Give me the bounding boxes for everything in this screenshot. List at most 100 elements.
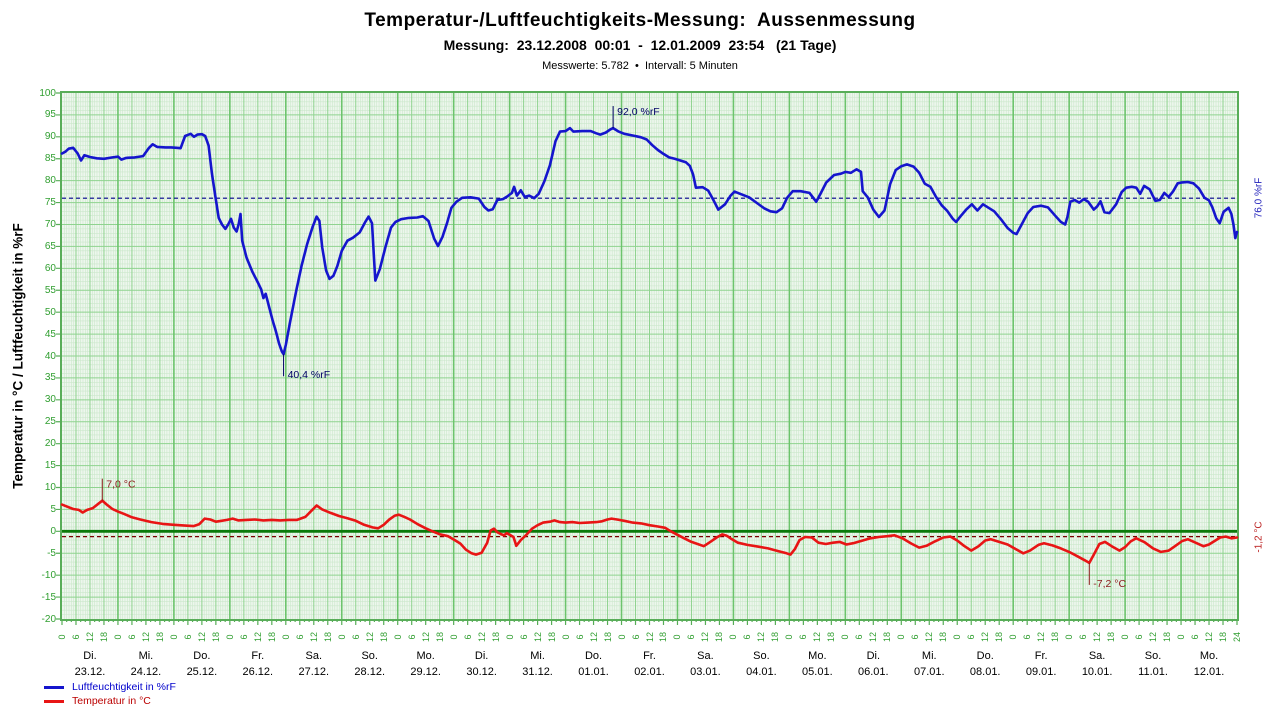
- hour-tick-label: 0: [504, 634, 515, 640]
- legend-row: Temperatur in °C: [44, 694, 176, 708]
- hour-tick-label: 0: [168, 634, 179, 640]
- y-tick-label: 20: [44, 438, 56, 450]
- hour-tick-label: 12: [196, 631, 207, 643]
- day-label: So. 04.01.: [733, 648, 789, 680]
- hour-tick-label: 12: [84, 631, 95, 643]
- plot-area: 92,0 %rF 40,4 %rF 7,0 °C -7,2 °C: [56, 91, 1239, 625]
- hour-tick-label: 18: [154, 631, 165, 643]
- hour-tick-label: 18: [994, 631, 1005, 643]
- day-label: Sa. 03.01.: [677, 648, 733, 680]
- day-label: Do. 25.12.: [174, 648, 230, 680]
- day-date: 07.01.: [913, 666, 945, 678]
- y-tick-label: 45: [44, 328, 56, 340]
- y-tick-label: 40: [44, 350, 56, 362]
- y-tick-label: 10: [44, 482, 56, 493]
- day-label: Fr. 26.12.: [230, 648, 286, 680]
- legend-row: Luftfeuchtigkeit in %rF: [44, 680, 176, 694]
- day-name: Di.: [83, 650, 97, 662]
- hour-tick-label: 0: [112, 634, 123, 640]
- hour-tick-label: 12: [1092, 631, 1103, 643]
- y-tick-label: 35: [44, 372, 56, 384]
- hour-tick-label: 0: [224, 634, 235, 640]
- hour-tick-label: 6: [182, 634, 193, 640]
- hour-tick-label: 18: [266, 631, 277, 643]
- hour-tick-label: 6: [1190, 634, 1201, 640]
- hour-tick-label: 12: [812, 631, 823, 643]
- day-date: 09.01.: [1025, 666, 1057, 678]
- legend-label: Luftfeuchtigkeit in %rF: [72, 681, 176, 693]
- hour-tick-label: 12: [532, 631, 543, 643]
- hour-tick-label: 18: [1050, 631, 1061, 643]
- hour-tick-label: 6: [910, 634, 921, 640]
- day-label: So. 28.12.: [342, 648, 398, 680]
- day-date: 27.12.: [298, 666, 330, 678]
- day-name: So.: [361, 650, 378, 662]
- annotation-label-0: 92,0 %rF: [617, 106, 660, 118]
- day-date: 06.01.: [858, 666, 889, 678]
- day-name: Mi.: [921, 650, 937, 662]
- hour-tick-label: 6: [70, 634, 81, 640]
- annotation-label-1: 40,4 %rF: [288, 369, 331, 381]
- hour-tick-label: 18: [378, 631, 389, 643]
- chart-info-line: Messwerte: 5.782 • Intervall: 5 Minuten: [542, 60, 738, 72]
- hour-tick-label: 12: [756, 631, 767, 643]
- day-date: 01.01.: [578, 666, 609, 678]
- day-name: Fr.: [643, 650, 656, 662]
- hour-tick-label: 6: [294, 634, 305, 640]
- day-date: 25.12.: [186, 666, 218, 678]
- day-date: 03.01.: [690, 666, 721, 678]
- y-tick-label: 85: [44, 153, 56, 165]
- day-date: 11.01.: [1138, 666, 1168, 678]
- day-label: So. 11.01.: [1125, 648, 1181, 680]
- y-tick-label: 90: [44, 131, 56, 143]
- hour-tick-label: 0: [1064, 634, 1075, 640]
- y-tick-label: 75: [44, 197, 56, 209]
- hour-tick-label: 6: [238, 634, 249, 640]
- day-date: 12.01.: [1193, 666, 1225, 678]
- hour-tick-label: 12: [308, 631, 319, 643]
- day-date: 29.12.: [410, 666, 441, 678]
- day-label: Sa. 27.12.: [286, 648, 342, 680]
- y-tick-label: 25: [44, 416, 56, 428]
- day-name: Do.: [584, 650, 603, 662]
- day-date: 10.01.: [1081, 666, 1113, 678]
- hour-tick-label: 0: [280, 634, 291, 640]
- hour-tick-label: 12: [980, 631, 991, 643]
- y-tick-label: 65: [44, 240, 56, 252]
- hour-tick-label: 0: [616, 634, 627, 640]
- hour-tick-label: 18: [938, 631, 949, 643]
- y-tick-label: -5: [47, 547, 56, 559]
- hour-tick-label: 6: [126, 634, 137, 640]
- legend: Luftfeuchtigkeit in %rF Temperatur in °C: [44, 680, 176, 708]
- day-name: Do.: [976, 650, 994, 662]
- grid-major: [62, 93, 1237, 619]
- hour-tick-label: 18: [322, 631, 333, 643]
- hour-tick-label: 0: [57, 634, 67, 640]
- day-date: 23.12.: [74, 666, 106, 678]
- chart-title: Temperatur-/Luftfeuchtigkeits-Messung: A…: [364, 10, 916, 31]
- day-date: 31.12.: [522, 666, 553, 678]
- y-tick-label: -20: [41, 613, 56, 625]
- day-label: Do. 08.01.: [957, 648, 1013, 680]
- chart-subtitle: Messung: 23.12.2008 00:01 - 12.01.2009 2…: [443, 37, 837, 53]
- hour-tick-label: 6: [350, 634, 361, 640]
- y-tick-label: 60: [44, 262, 56, 274]
- day-name: Mi.: [138, 650, 154, 662]
- day-label: Mo. 05.01.: [789, 648, 845, 680]
- hour-tick-label: 18: [434, 631, 445, 643]
- day-name: Mo.: [416, 650, 435, 662]
- legend-label: Temperatur in °C: [72, 695, 151, 707]
- day-label: Fr. 02.01.: [622, 648, 678, 680]
- y-tick-label: 0: [50, 525, 56, 537]
- average-value-label: -1,2 °C: [1253, 520, 1265, 553]
- hour-tick-label: 24: [1232, 631, 1242, 643]
- day-label: Mo. 12.01.: [1181, 648, 1237, 680]
- day-date: 05.01.: [802, 666, 833, 678]
- annotation-label-3: -7,2 °C: [1093, 578, 1126, 590]
- hour-tick-label: 12: [476, 631, 487, 643]
- day-label: Mi. 24.12.: [118, 648, 174, 680]
- y-tick-label: 15: [44, 460, 56, 472]
- day-date: 24.12.: [130, 666, 162, 678]
- average-value-label: 76,0 %rF: [1253, 177, 1265, 219]
